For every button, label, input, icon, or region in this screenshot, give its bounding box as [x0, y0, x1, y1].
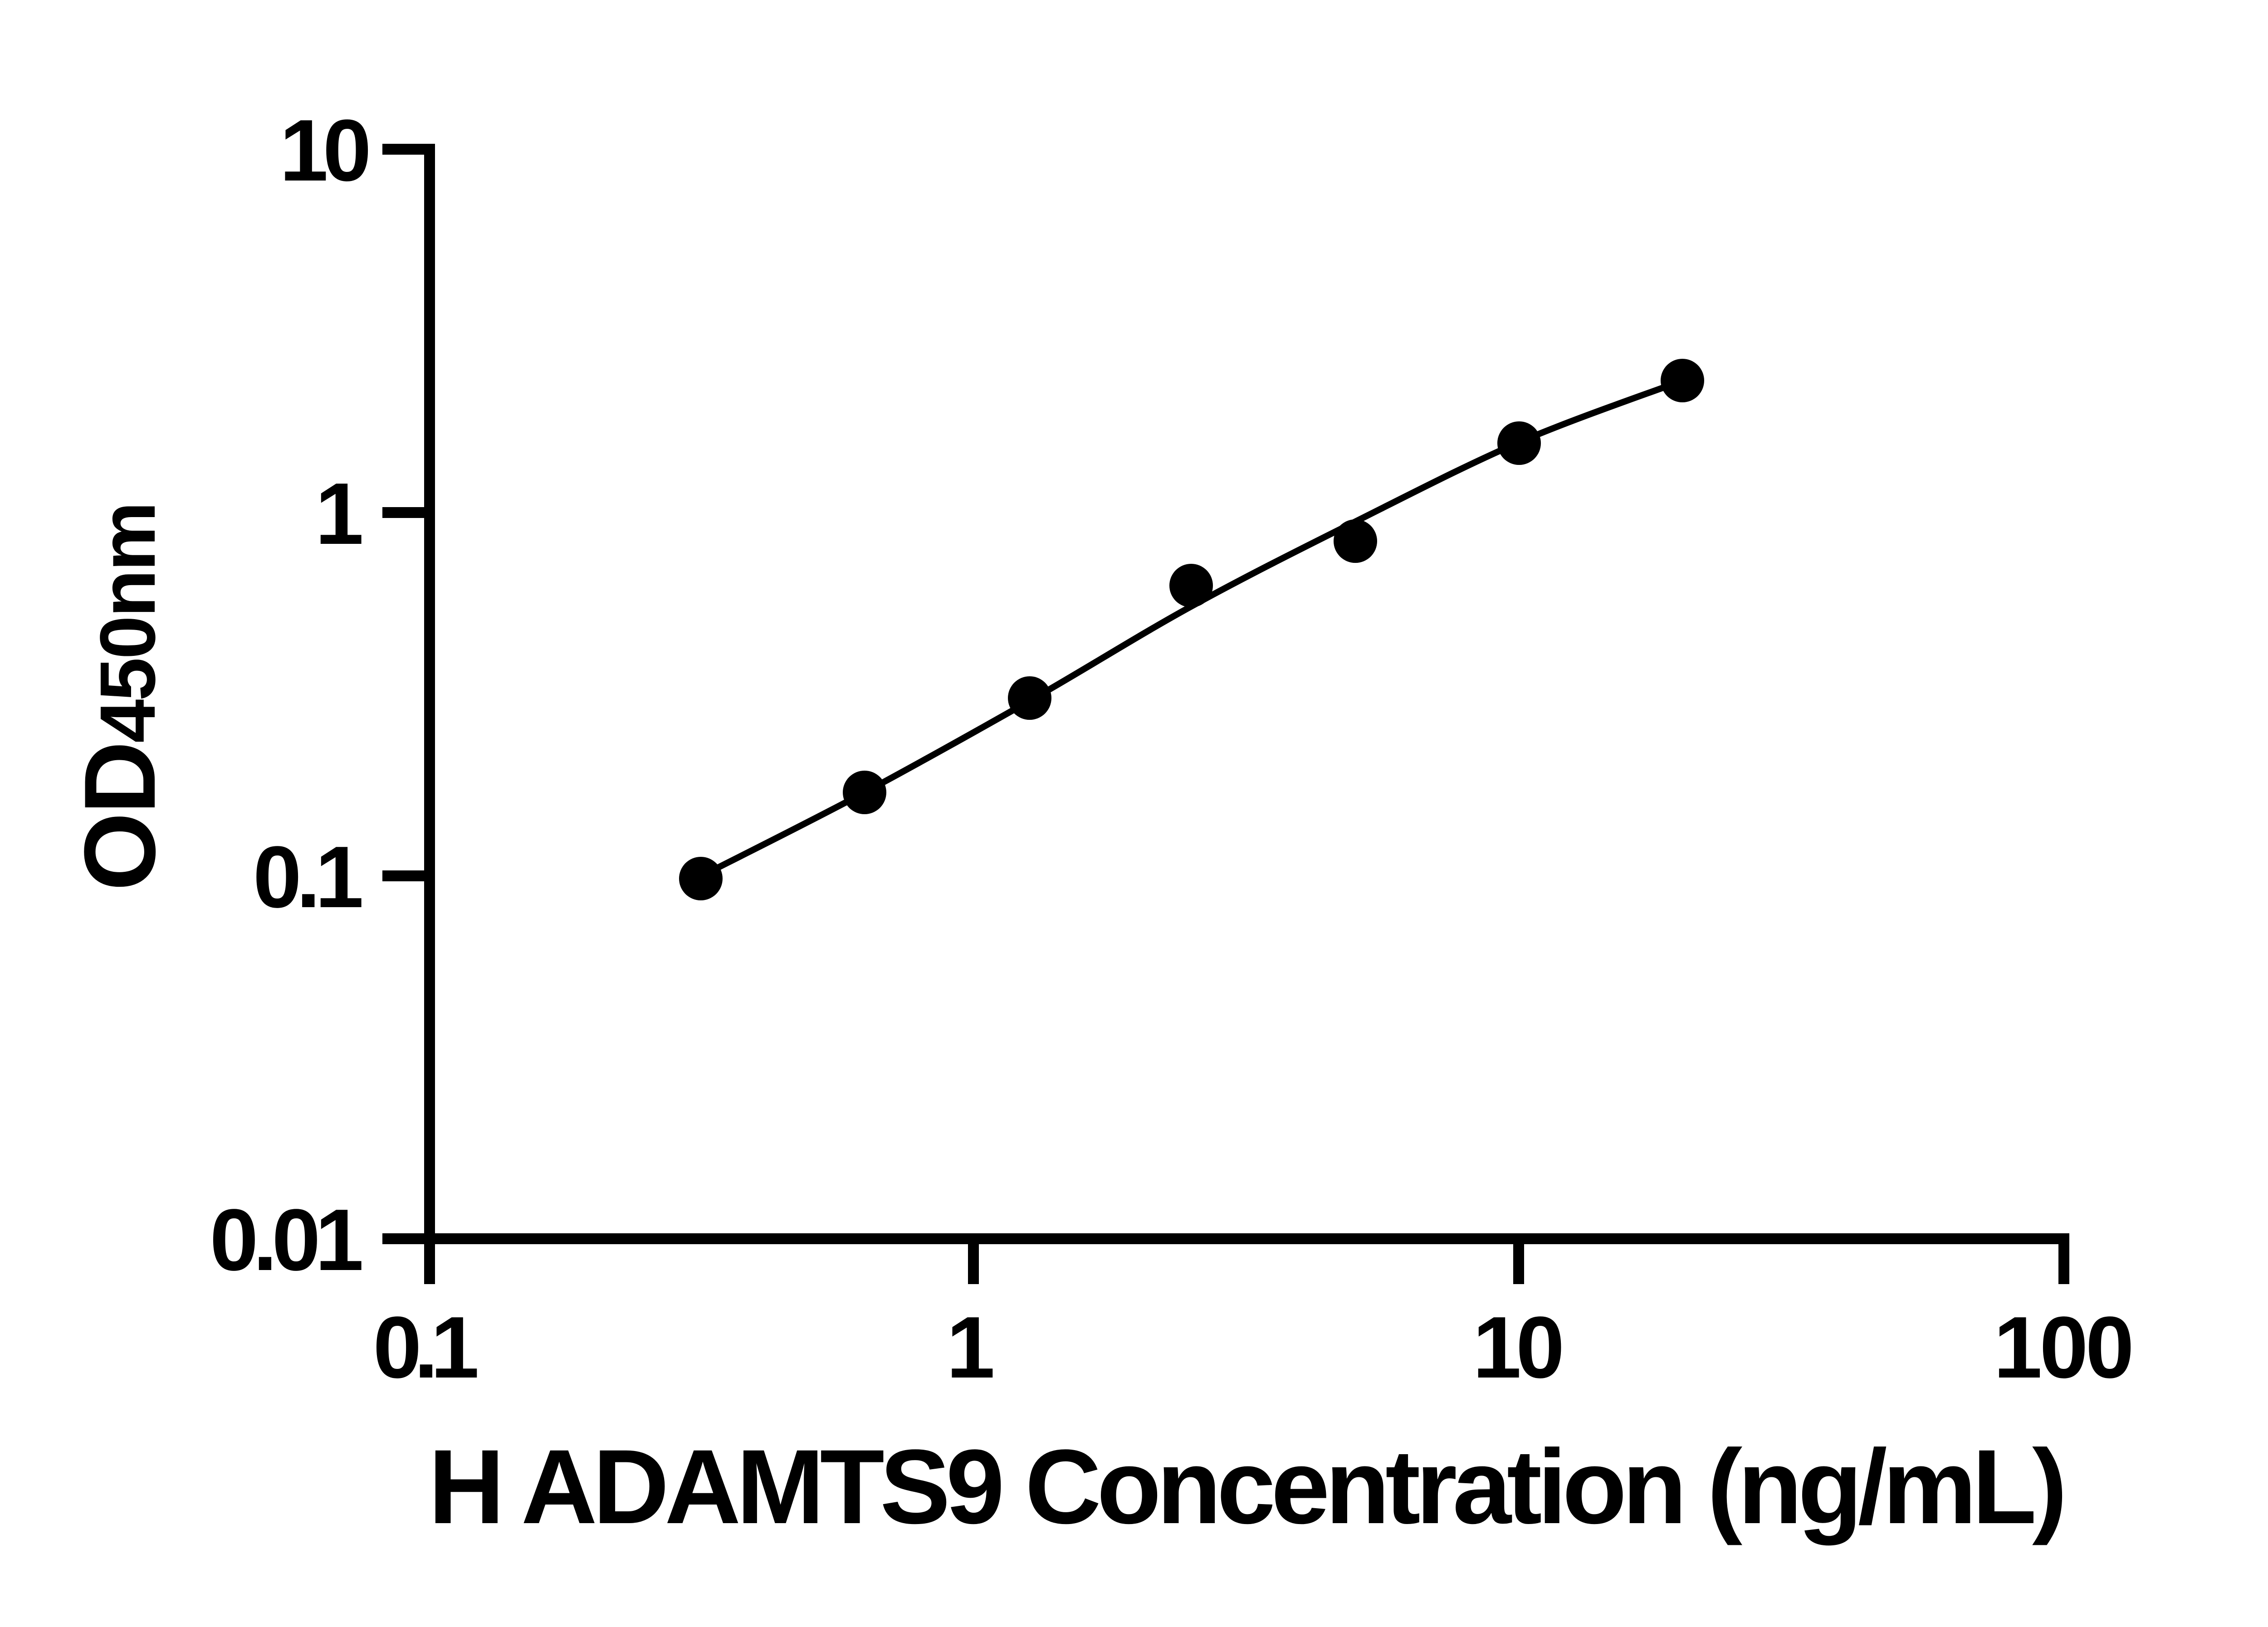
svg-text:0.1: 0.1	[253, 828, 362, 926]
svg-text:OD450nm: OD450nm	[64, 503, 176, 891]
svg-text:H ADAMTS9 Concentration (ng/mL: H ADAMTS9 Concentration (ng/mL)	[428, 1428, 2063, 1546]
svg-text:100: 100	[1994, 1298, 2131, 1396]
svg-text:1: 1	[315, 464, 362, 562]
svg-text:10: 10	[1473, 1298, 1561, 1396]
svg-text:1: 1	[946, 1298, 992, 1396]
svg-text:10: 10	[279, 101, 368, 199]
svg-text:0.1: 0.1	[373, 1298, 477, 1396]
svg-text:0.01: 0.01	[210, 1191, 361, 1289]
